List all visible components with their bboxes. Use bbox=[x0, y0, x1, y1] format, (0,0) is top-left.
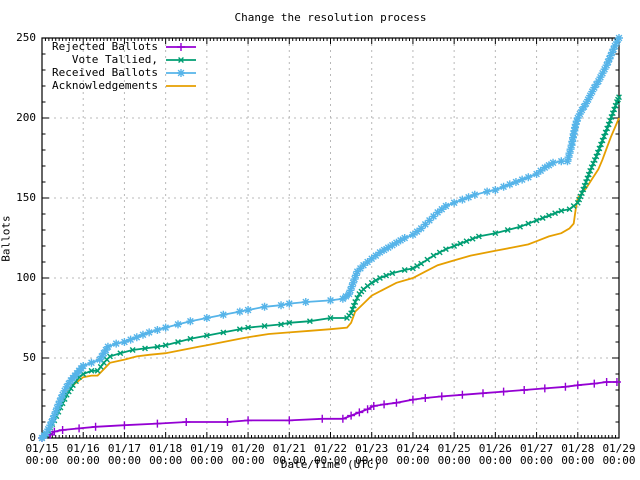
x-tick-label: 01/27 00:00 bbox=[520, 442, 554, 467]
y-tick-label: 50 bbox=[22, 351, 36, 364]
y-tick-label: 200 bbox=[16, 111, 36, 124]
x-tick-label: 01/28 00:00 bbox=[561, 442, 595, 467]
legend-entry: Received Ballots bbox=[46, 66, 198, 79]
x-tick-label: 01/23 00:00 bbox=[355, 442, 389, 467]
x-tick-label: 01/20 00:00 bbox=[231, 442, 265, 467]
y-tick-label: 100 bbox=[16, 271, 36, 284]
legend-entry: Rejected Ballots bbox=[46, 40, 198, 53]
series-markers bbox=[38, 34, 623, 442]
legend: Rejected Ballots Vote Tallied, Received Ba… bbox=[46, 40, 198, 92]
series-line-rejected-ballots bbox=[41, 381, 617, 439]
y-tick-label: 0 bbox=[29, 431, 36, 444]
x-tick-label: 01/24 00:00 bbox=[396, 442, 430, 467]
x-tick-label: 01/19 00:00 bbox=[190, 442, 224, 467]
x-tick-label: 01/16 00:00 bbox=[66, 442, 100, 467]
legend-line-sample bbox=[166, 84, 196, 87]
plot-border bbox=[41, 37, 620, 439]
x-tick-label: 01/15 00:00 bbox=[25, 442, 59, 467]
y-tick-label: 250 bbox=[16, 31, 36, 44]
chart-title: Change the resolution process bbox=[234, 11, 427, 24]
x-tick-label: 01/25 00:00 bbox=[437, 442, 471, 467]
legend-label: Rejected Ballots bbox=[52, 40, 158, 53]
x-tick-label: 01/22 00:00 bbox=[313, 442, 348, 467]
legend-label: Received Ballots bbox=[52, 66, 158, 79]
legend-entry: Acknowledgements bbox=[46, 79, 198, 92]
y-axis-label: Ballots bbox=[0, 215, 13, 262]
x-tick-label: 01/17 00:00 bbox=[107, 442, 141, 467]
legend-label: Acknowledgements bbox=[52, 79, 158, 92]
legend-label: Vote Tallied, bbox=[71, 53, 158, 66]
legend-line-sample bbox=[166, 42, 196, 51]
x-tick-label: 01/18 00:00 bbox=[149, 442, 183, 467]
x-tick-label: 01/21 00:00 bbox=[272, 442, 306, 467]
y-tick-label: 150 bbox=[16, 191, 36, 204]
legend-line-sample bbox=[166, 68, 196, 77]
legend-entry: Vote Tallied, bbox=[46, 53, 198, 66]
legend-line-sample bbox=[166, 56, 196, 63]
x-tick-label: 01/29 00:00 bbox=[602, 442, 636, 467]
x-axis-label: Date/Time (UTC) bbox=[280, 458, 381, 471]
series-markers bbox=[38, 378, 621, 442]
x-tick-label: 01/26 00:00 bbox=[478, 442, 512, 467]
